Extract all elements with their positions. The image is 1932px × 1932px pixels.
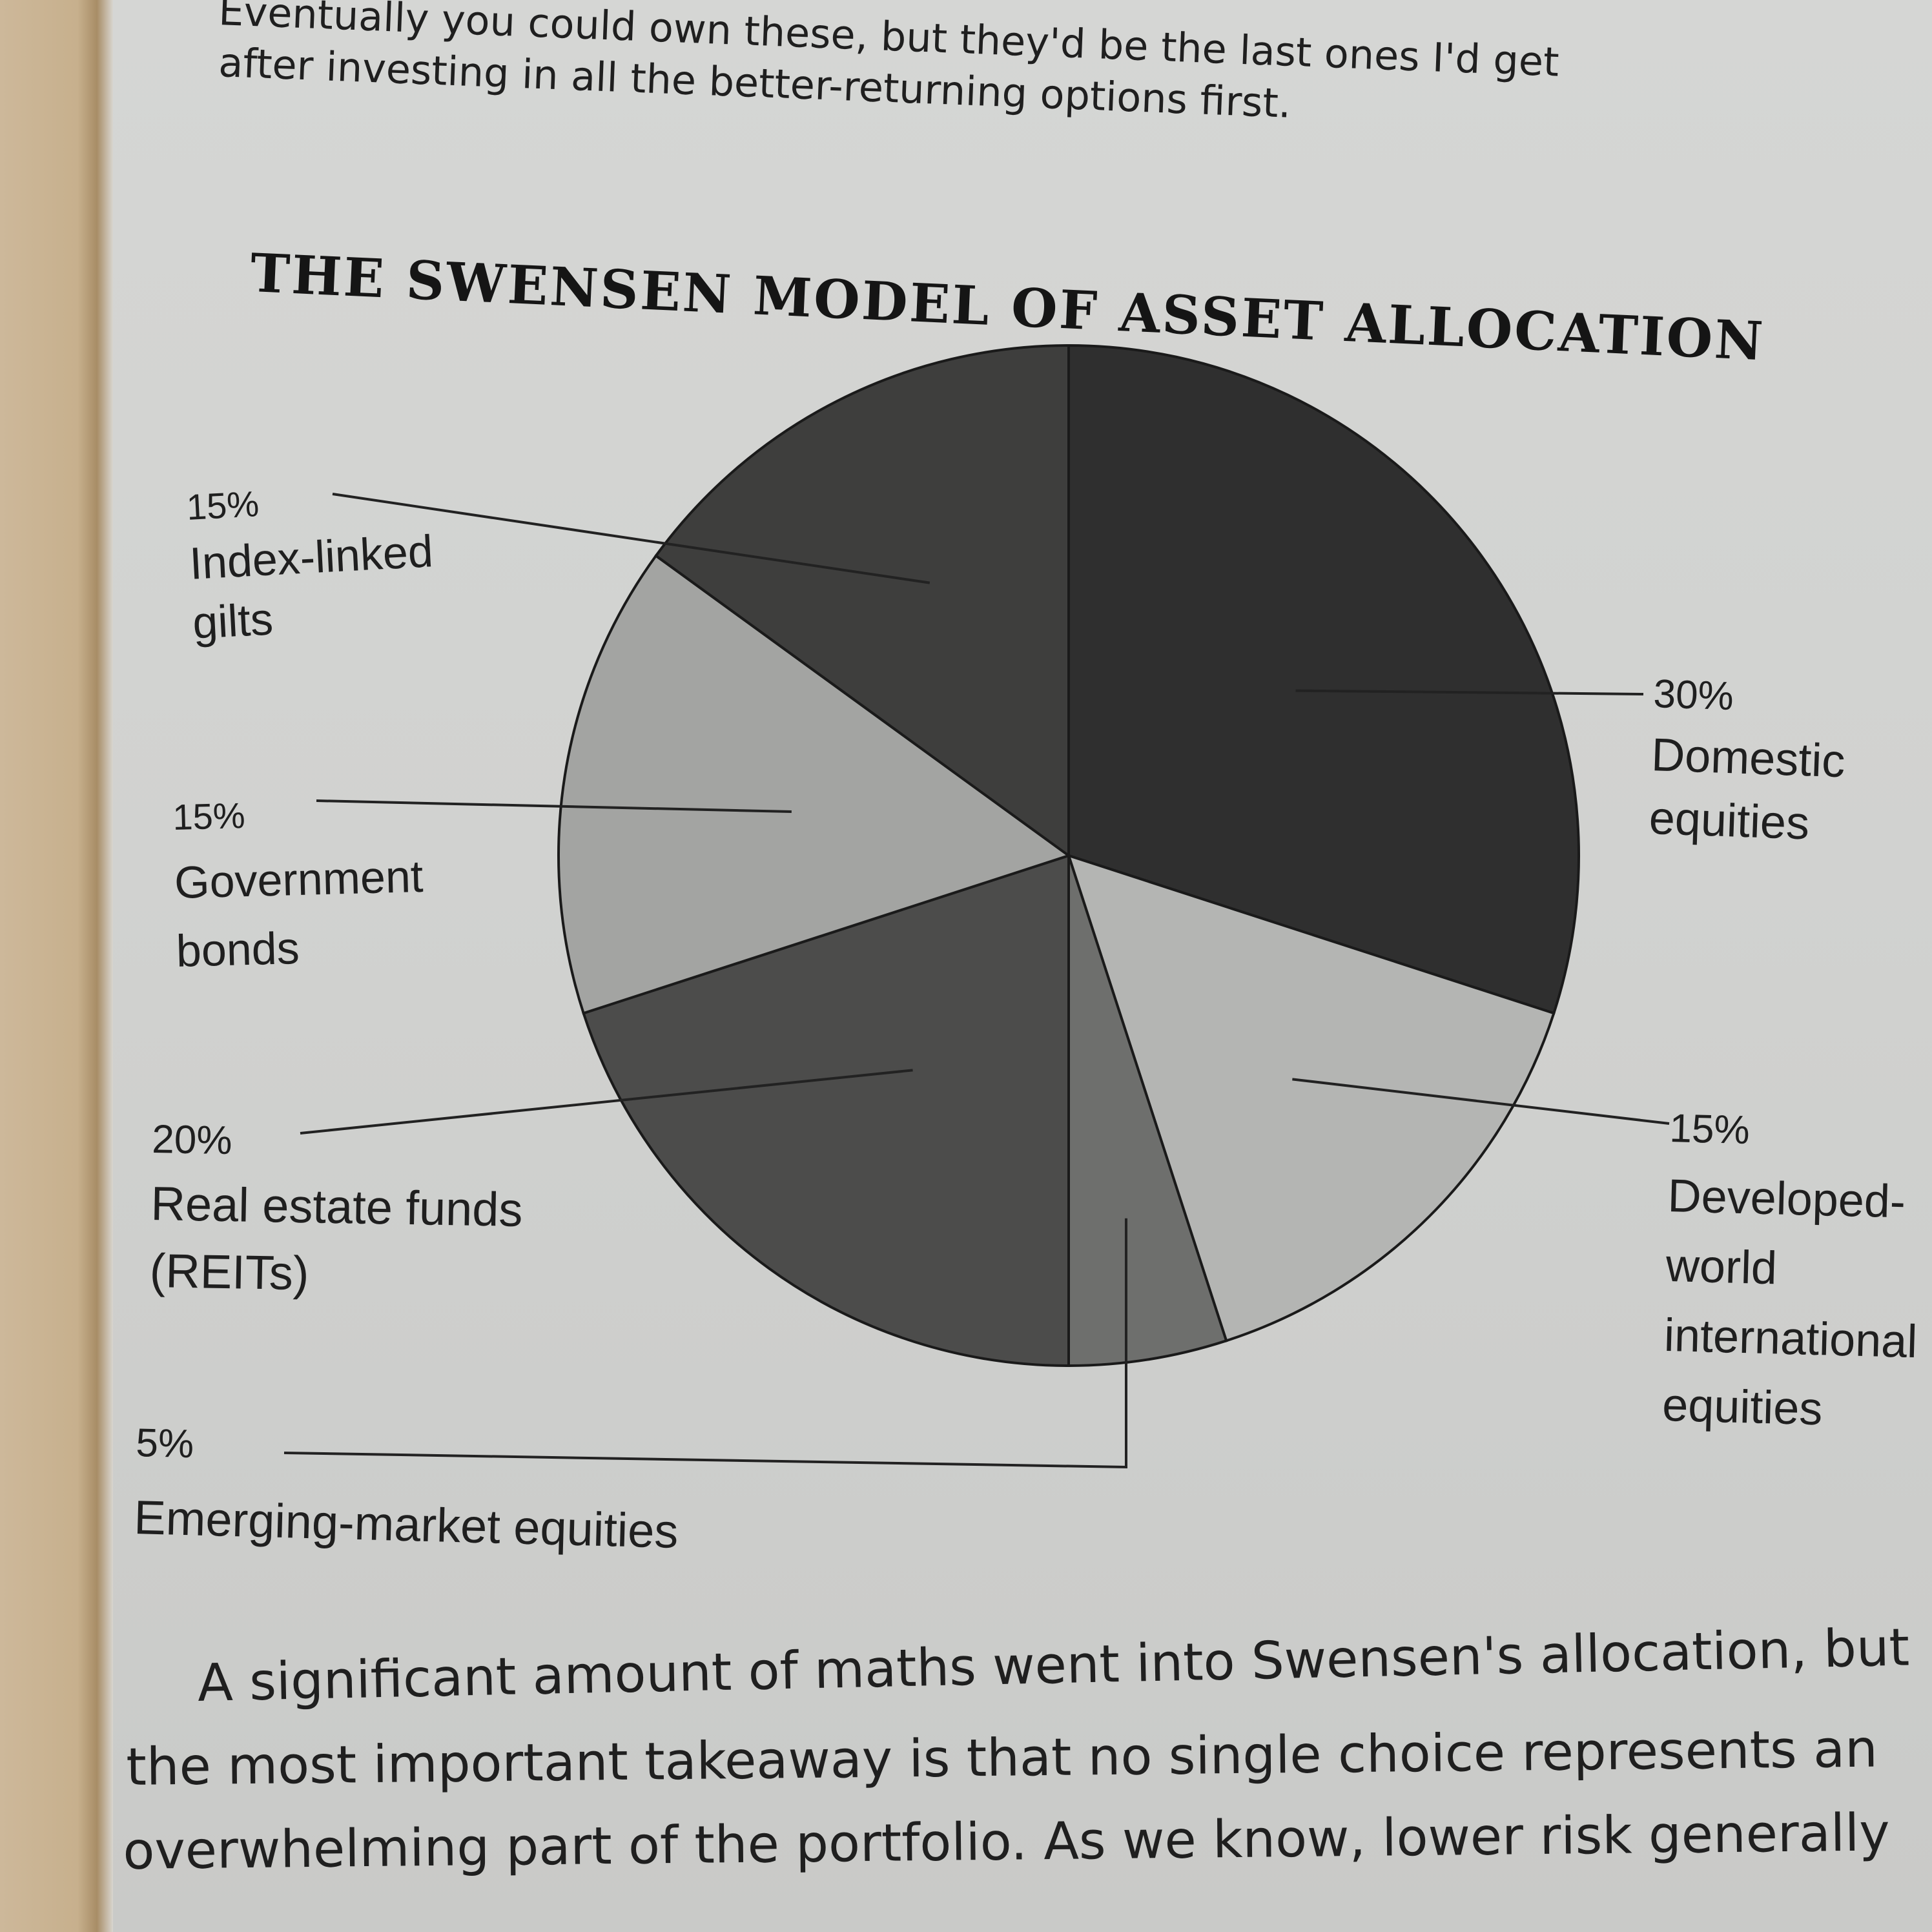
pie-slice-4 [557,553,1072,1015]
leader-line-developed [1292,1078,1670,1125]
leader-lines [283,493,1670,1469]
label-emerging-market-text: Emerging-market equities [133,1490,679,1558]
pie-slices [557,344,1580,1368]
label-developed-world-text: world [1665,1240,1778,1295]
pie-slice-5 [654,344,1070,858]
pie-slice-0 [1067,344,1580,1015]
label-domestic-equities-pct: 30% [1653,672,1734,719]
pie-slice-1 [1066,853,1556,1342]
label-government-bonds: 15% Government bonds [172,795,424,976]
label-reits-text: Real estate funds [150,1177,523,1237]
leader-line-gov [316,799,792,814]
label-index-linked-gilts-text: Index-linked [189,526,435,589]
label-government-bonds-pct: 15% [172,795,246,838]
label-emerging-market: 5% Emerging-market equities [133,1421,679,1558]
label-index-linked-gilts-text: gilts [191,593,274,648]
label-index-linked-gilts-pct: 15% [185,483,260,528]
pie-slice-3 [582,854,1070,1368]
label-government-bonds-text: Government [174,851,424,908]
label-developed-world-pct: 15% [1669,1106,1751,1153]
label-developed-world-text: international [1663,1310,1918,1368]
pie-slice-2 [1067,855,1228,1368]
label-reits-pct: 20% [152,1117,232,1163]
label-government-bonds-text: bonds [176,923,300,976]
label-developed-world-text: equities [1661,1379,1823,1435]
leader-line-emerging [283,1218,1127,1469]
label-domestic-equities-text: Domestic [1650,729,1846,787]
leader-line-domestic [1295,689,1644,695]
label-reits: 20% Real estate funds (REITs) [149,1117,523,1300]
label-developed-world-text: Developed- [1667,1170,1906,1228]
slice-labels: 15%Index-linkedgilts15%Governmentbonds20… [133,483,1918,1558]
label-emerging-market-pct: 5% [136,1421,194,1466]
label-developed-world: 15% Developed-world international equities [1661,1106,1918,1435]
leader-line-gilts [332,493,930,584]
leader-line-reits [300,1069,913,1135]
label-domestic-equities-text: equities [1649,792,1811,850]
label-reits-text: (REITs) [149,1244,309,1300]
